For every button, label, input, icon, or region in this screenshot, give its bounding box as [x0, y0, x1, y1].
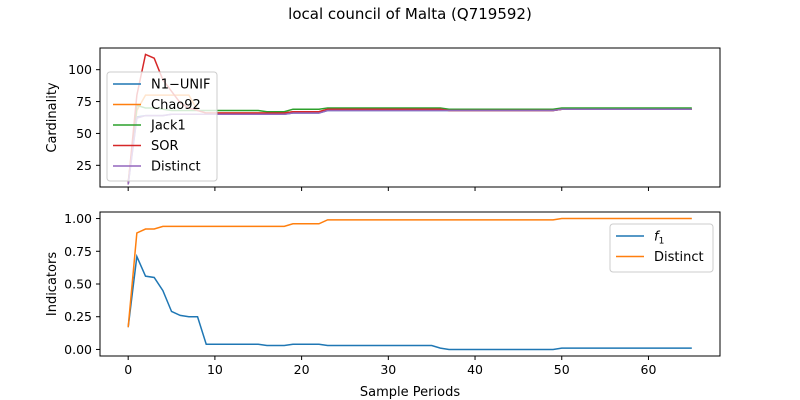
legend-label: SOR — [151, 139, 179, 154]
y-tick-label: 0.50 — [64, 277, 92, 292]
axes-frame — [99, 47, 721, 188]
legend-label: Jack1 — [150, 119, 186, 134]
series-line-1-1 — [127, 217, 692, 328]
cardinality-panel: 25 50 75 100 Cardinality N1−UNIF Chao92 Jack1 SO… — [45, 47, 721, 191]
y-tick-label: 1.00 — [64, 211, 92, 226]
legend-label: Chao92 — [151, 98, 201, 113]
y-axis-label: Cardinality — [45, 82, 60, 153]
y-tick-label: 0.25 — [64, 309, 92, 324]
y-tick-label: 100 — [68, 62, 92, 77]
y-tick-label: 50 — [76, 126, 92, 141]
x-tick-label: 20 — [294, 362, 310, 377]
x-tick-label: 10 — [207, 362, 223, 377]
x-tick-label: 50 — [554, 362, 570, 377]
y-tick-label: 25 — [76, 158, 92, 173]
y-tick-label: 0.75 — [64, 244, 92, 259]
legend-label: f1 — [654, 230, 664, 247]
y-tick-label: 75 — [76, 94, 92, 109]
series-line-1-0 — [127, 253, 692, 351]
x-tick-label: 0 — [124, 362, 132, 377]
x-axis-label: Sample Periods — [360, 385, 460, 400]
indicators-panel: 0 10 20 30 40 50 60 0.00 0.25 0.50 0.75 1.00 Indicat… — [45, 211, 721, 400]
x-tick-label: 40 — [467, 362, 483, 377]
legend: f1 Distinct — [609, 223, 714, 273]
legend: N1−UNIF Chao92 Jack1 SOR Distinct — [106, 71, 218, 182]
x-tick-label: 60 — [641, 362, 657, 377]
x-tick-label: 30 — [380, 362, 396, 377]
y-axis-label: Indicators — [45, 252, 60, 316]
chart-title: local council of Malta (Q719592) — [288, 5, 532, 23]
legend-label: Distinct — [151, 160, 201, 175]
legend-box — [106, 71, 218, 182]
y-tick-label: 0.00 — [64, 342, 92, 357]
legend-label: Distinct — [654, 250, 704, 265]
legend-label: N1−UNIF — [151, 78, 210, 93]
